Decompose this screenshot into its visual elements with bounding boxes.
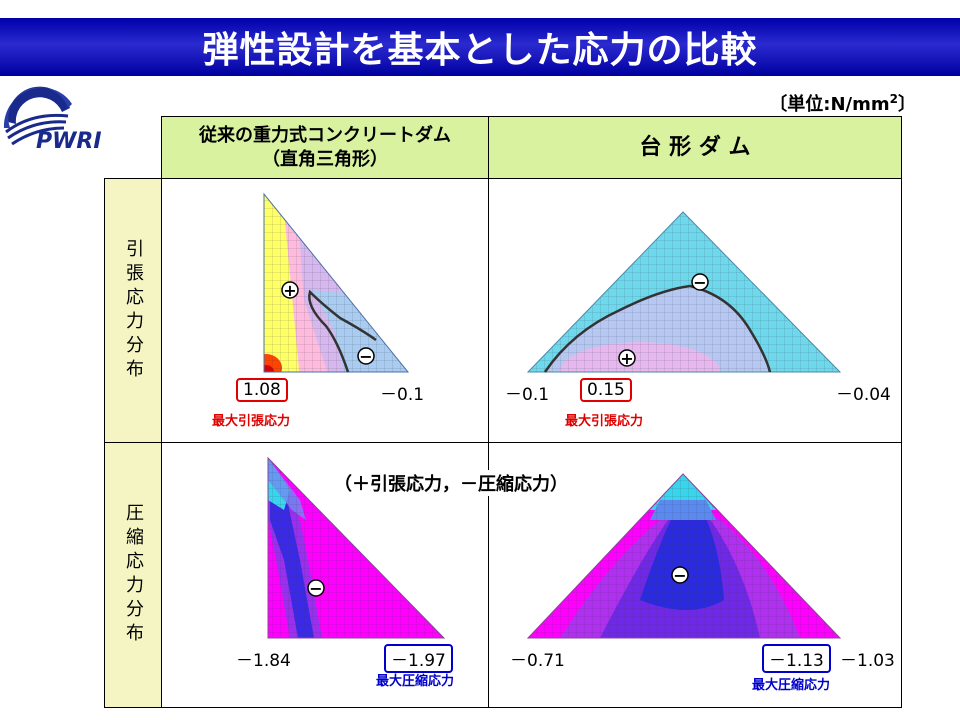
trap-tensile-max-value: 0.15 — [580, 378, 632, 402]
logo-text: PWRI — [36, 129, 102, 154]
unit-label: 〔単位:N/mm2〕 — [769, 90, 916, 116]
minus-sign: − — [309, 579, 322, 598]
title-bar: 弾性設計を基本とした応力の比較 — [0, 18, 960, 76]
conv-comp-left-value: －1.84 — [236, 651, 291, 671]
minus-sign: − — [673, 566, 686, 585]
pwri-logo: PWRI — [3, 86, 102, 154]
trap-comp-left-value: －0.71 — [510, 651, 565, 671]
unit-text: 〔単位:N/mm — [769, 94, 890, 115]
trap-max-tensile-label: 最大引張応力 — [565, 414, 644, 429]
trap-max-compressive-label: 最大圧縮応力 — [752, 678, 831, 693]
plus-marker-icon — [618, 349, 636, 367]
minus-sign: − — [693, 273, 706, 292]
minus-marker-icon — [671, 566, 689, 584]
minus-sign: − — [359, 347, 372, 366]
header-conventional: 従来の重力式コンクリートダム （直角三角形） — [161, 116, 489, 179]
conv-max-compressive-label: 最大圧縮応力 — [376, 674, 455, 689]
minus-marker-icon — [357, 347, 375, 365]
conv-max-tensile-label: 最大引張応力 — [212, 414, 291, 429]
minus-marker-icon — [691, 273, 709, 291]
plus-sign: + — [620, 349, 633, 368]
plus-sign: + — [283, 281, 296, 300]
unit-close: 〕 — [898, 94, 916, 115]
trap-comp-max-value: －1.13 — [762, 644, 831, 673]
row-header-tensile: 引張応力分布 — [104, 178, 162, 443]
trap-tensile-left-value: －0.1 — [505, 385, 550, 405]
trap-comp-right-value: －1.03 — [840, 651, 895, 671]
page-title: 弾性設計を基本とした応力の比較 — [202, 30, 758, 71]
trap-tensile-right-value: －0.04 — [836, 385, 891, 405]
header-trapezoid: 台 形 ダ ム — [488, 116, 902, 179]
conv-comp-max-value: －1.97 — [384, 644, 453, 673]
sign-legend: （＋引張応力，－圧縮応力） — [330, 470, 572, 496]
conv-tensile-max-value: 1.08 — [236, 378, 288, 402]
plus-marker-icon — [281, 281, 299, 299]
conv-tensile-min-value: －0.1 — [380, 385, 425, 405]
header-trapezoid-label: 台 形 ダ ム — [639, 134, 751, 160]
row-header-compressive-label: 圧縮応力分布 — [123, 503, 144, 647]
row-header-tensile-label: 引張応力分布 — [123, 238, 144, 383]
unit-sup: 2 — [889, 92, 898, 106]
minus-marker-icon — [307, 579, 325, 597]
header-conventional-label: 従来の重力式コンクリートダム （直角三角形） — [199, 124, 451, 170]
